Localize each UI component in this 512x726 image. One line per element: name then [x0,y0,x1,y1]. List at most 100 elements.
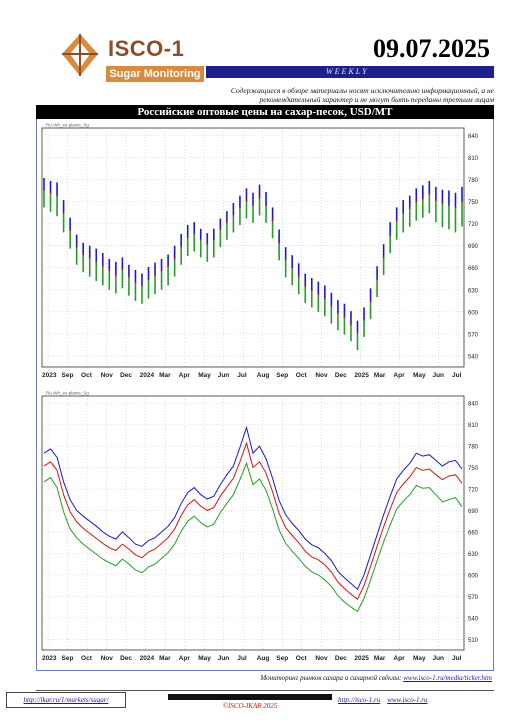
mid-point [239,206,241,209]
chart-top: Ru-Wh_ex-plants_Sg 540 570 600 630 660 690 720 7… [41,123,479,379]
footer-link-isco-www[interactable]: www.isco-1.ru [387,696,428,704]
footer-site-links: http://isco-1.ru www.isco-1.ru [338,696,494,704]
mid-point [278,241,281,244]
mid-point [69,229,72,232]
x-tick-label: Jun [432,372,444,379]
x-tick-label: Jul [237,372,247,379]
footer-link-ikar-text[interactable]: http://ikar.ru/1/markets/sugar/ [23,696,109,704]
series-line-0 [43,425,463,591]
x-tick-label: Aug [257,655,270,662]
mid-point [134,281,137,284]
mid-point [448,204,450,207]
mid-point [389,234,392,237]
mid-point [88,257,91,260]
mid-point [108,269,111,272]
y-tick-label: 840 [468,402,479,408]
x-tick-label: Nov [101,372,114,379]
logo-mark-icon [62,34,98,76]
series-line-2 [43,461,463,613]
x-tick-label: Dec [335,372,347,379]
logo: ISCO-1 Sugar Monitoring [58,30,206,86]
y-tick-label: 840 [468,134,479,140]
mid-point [101,265,104,268]
x-tick-label: Mar [159,372,171,379]
mid-point [95,260,98,263]
mid-point [193,232,196,235]
x-tick-label: 2025 [354,655,369,662]
mid-point [350,323,352,326]
chart-title: Российские оптовые цены на сахар-песок, … [36,105,494,119]
footer-link-isco[interactable]: http://isco-1.ru [338,696,381,704]
mid-point [114,274,117,276]
x-tick-label: Jun [218,372,230,379]
x-tick-label: 2023 [42,655,57,662]
y-tick-label: 600 [468,310,479,316]
mid-point [304,285,307,288]
mid-point [82,253,85,256]
y-tick-label: 810 [468,156,479,162]
mid-point [180,245,183,248]
mid-point [265,204,267,207]
mid-point [376,278,378,281]
mid-point [49,191,52,194]
y-tick-label: 660 [468,266,479,272]
mid-point [252,204,254,207]
chart-bottom: Ru-Wh_ex-plants_Sg 510 540 570 600 630 660 690 7… [41,391,479,662]
x-tick-label: Oct [296,372,308,379]
x-tick-label: May [413,372,426,379]
x-tick-label: Mar [374,655,386,662]
y-tick-label: 630 [468,288,479,294]
x-tick-label: Jul [452,655,462,662]
y-tick-label: 780 [468,445,479,451]
x-tick-label: Jul [452,372,462,379]
x-tick-label: Nov [315,372,328,379]
mid-point [434,199,437,201]
mid-point [245,199,248,202]
mid-point [232,213,235,216]
mid-point [199,238,202,241]
y-tick-label: 540 [468,616,479,622]
y-tick-label: 750 [468,466,479,472]
y-tick-label: 780 [468,178,479,184]
x-tick-label: Oct [81,655,93,662]
mid-point [461,200,463,203]
x-tick-label: Jun [218,655,230,662]
mid-point [284,258,287,261]
mid-point [343,316,346,318]
mid-point [310,289,313,292]
x-tick-label: May [413,655,426,662]
mid-point [160,269,163,272]
mid-point [206,243,209,246]
plot-area [41,395,465,651]
x-tick-label: Oct [296,655,308,662]
mid-point [317,293,320,296]
mid-point [454,206,457,209]
mid-point [121,268,124,271]
mid-point [330,305,333,307]
y-tick-label: 750 [468,200,479,206]
mid-point [212,238,215,241]
mid-point [225,221,228,224]
mid-point [128,275,130,278]
x-tick-label: 2025 [354,372,369,379]
mid-point [337,312,339,315]
footer-link-ikar[interactable]: http://ikar.ru/1/markets/sugar/ [6,692,126,708]
mid-point [363,319,365,321]
x-tick-label: Sep [62,372,74,379]
x-tick-label: May [198,372,211,379]
mid-point [154,274,156,276]
mid-point [291,266,294,269]
mid-point [395,219,398,222]
mid-point [56,194,58,197]
footer-note-link[interactable]: www.isco-1.ru/media/ticker.htm [403,674,492,682]
y-tick-label: 570 [468,595,479,601]
x-tick-label: Sep [276,655,288,662]
footer-divider [168,694,332,700]
x-tick-label: Apr [179,372,191,379]
y-tick-label: 660 [468,530,479,536]
x-tick-label: 2024 [140,655,155,662]
frequency-bar: WEEKLY [206,66,494,78]
mid-point [421,197,424,200]
mid-point [323,297,326,300]
footer-copyright: ©ISCO-IKAR 2025 [222,702,278,710]
